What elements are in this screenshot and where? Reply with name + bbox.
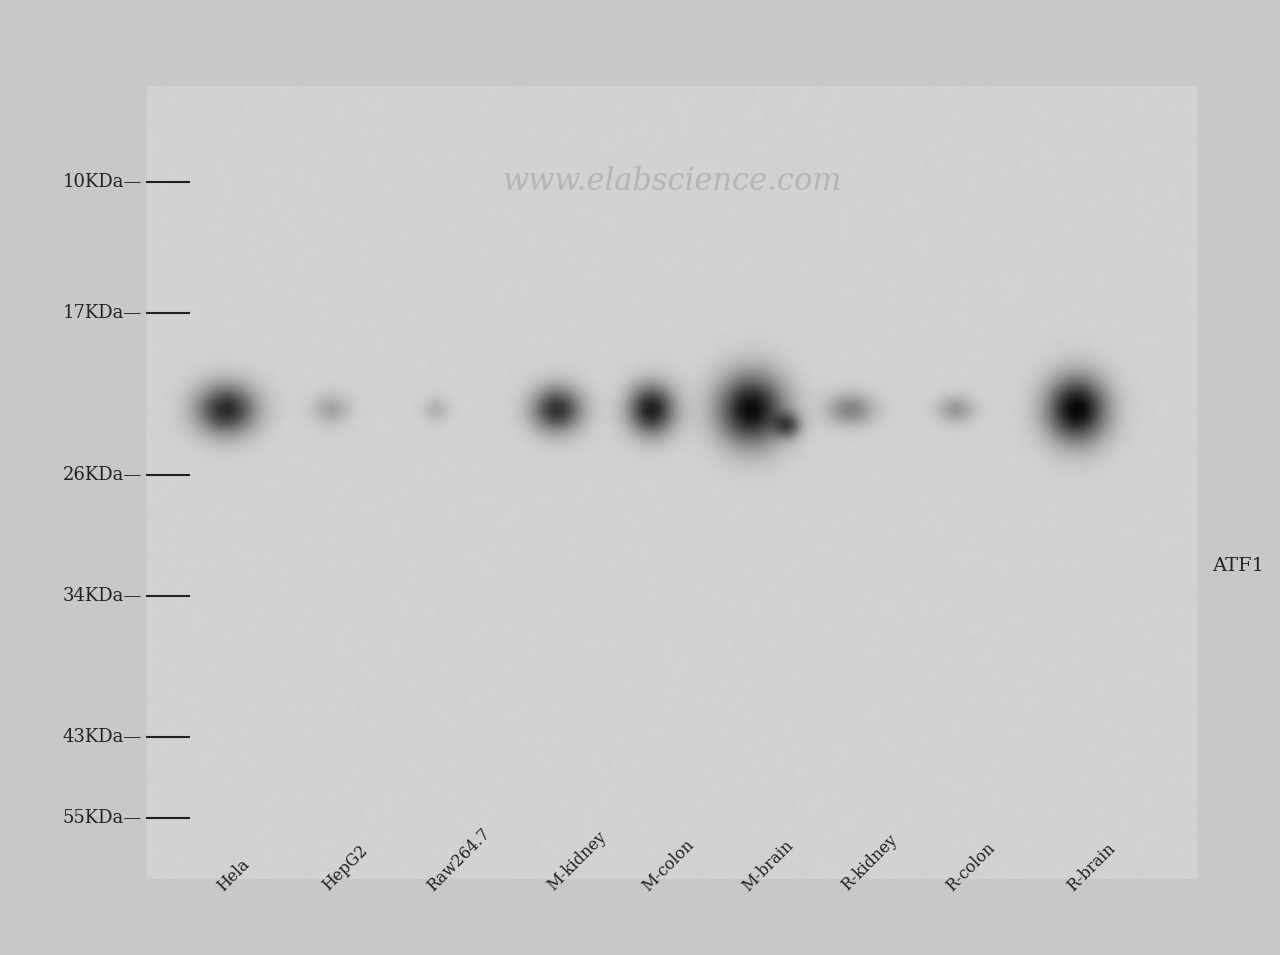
Text: R-kidney: R-kidney [838, 832, 901, 895]
Text: Hela: Hela [214, 856, 253, 895]
Text: M-kidney: M-kidney [544, 829, 611, 895]
Text: 34KDa—: 34KDa— [63, 587, 142, 605]
Text: R-colon: R-colon [943, 838, 998, 895]
Text: R-brain: R-brain [1064, 839, 1119, 895]
Text: 26KDa—: 26KDa— [63, 466, 142, 483]
Text: M-brain: M-brain [739, 837, 796, 895]
Text: www.elabscience.com: www.elabscience.com [502, 165, 842, 197]
Text: 17KDa—: 17KDa— [63, 304, 142, 322]
Text: 10KDa—: 10KDa— [63, 173, 142, 191]
Text: Raw264.7: Raw264.7 [424, 825, 494, 895]
Text: 55KDa—: 55KDa— [63, 809, 142, 827]
Text: ATF1: ATF1 [1212, 557, 1265, 575]
Text: HepG2: HepG2 [319, 842, 371, 895]
Text: M-colon: M-colon [639, 836, 698, 895]
Text: 43KDa—: 43KDa— [63, 729, 142, 746]
